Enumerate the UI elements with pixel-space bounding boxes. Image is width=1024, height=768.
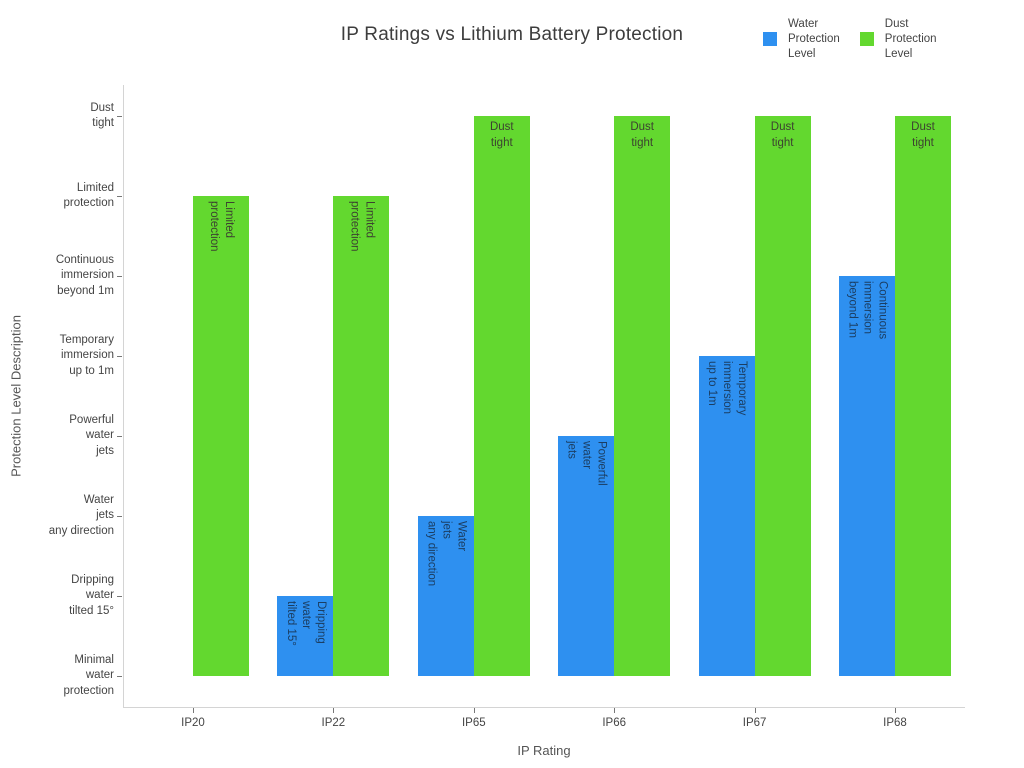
bar-dust-IP22[interactable] (333, 196, 390, 676)
x-tick-label-IP67: IP67 (742, 717, 767, 729)
x-tick-label-IP65: IP65 (461, 717, 486, 729)
y-tick-mark (117, 596, 122, 597)
bar-dust-IP20[interactable] (193, 196, 249, 676)
legend-item-dust-protection-level[interactable]: Dust Protection Level (859, 17, 937, 62)
y-tick-label: Powerful water jets (69, 413, 114, 457)
chart-title: IP Ratings vs Lithium Battery Protection (340, 24, 684, 45)
y-tick-mark (117, 196, 122, 197)
y-tick-mark (117, 116, 122, 117)
x-tick-mark (193, 708, 194, 713)
y-tick-label: Water jets any direction (48, 493, 114, 537)
y-tick-label: Temporary immersion up to 1m (59, 333, 114, 377)
x-tick-mark (473, 708, 475, 713)
legend-item-water-protection-level[interactable]: Water Protection Level (763, 17, 840, 62)
y-tick-mark (117, 516, 122, 517)
x-axis-title: IP Rating (517, 743, 571, 758)
y-axis-line (123, 85, 124, 707)
bar-dust-IP67[interactable] (754, 116, 811, 676)
x-axis-line (123, 707, 965, 708)
x-tick-mark (614, 708, 616, 713)
x-tick-label-IP68: IP68 (883, 717, 907, 729)
y-tick-label: Dripping water tilted 15° (69, 573, 114, 617)
y-tick-mark (117, 356, 122, 357)
legend-label-dust: Dust Protection Level (884, 18, 937, 60)
y-tick-label: Continuous immersion beyond 1m (55, 253, 114, 297)
bar-water-IP66[interactable] (558, 436, 615, 676)
x-tick-mark (333, 708, 335, 713)
y-tick-label: Minimal water protection (63, 653, 114, 697)
water-series-swatch-icon (763, 32, 777, 46)
x-tick-label-IP66: IP66 (602, 717, 627, 729)
bar-water-IP67[interactable] (698, 356, 755, 676)
bar-dust-IP66[interactable] (614, 116, 671, 676)
x-tick-mark (754, 708, 756, 713)
y-tick-mark (117, 436, 122, 437)
x-tick-mark (895, 708, 896, 713)
legend: Water Protection Level Dust Protection L… (763, 17, 937, 62)
bar-water-IP22[interactable] (277, 596, 334, 676)
y-tick-mark (117, 276, 122, 277)
dust-series-swatch-icon (859, 32, 874, 46)
bar-water-IP65[interactable] (417, 516, 474, 676)
bar-dust-IP65[interactable] (473, 116, 530, 676)
x-tick-label-IP22: IP22 (321, 717, 346, 729)
bar-dust-IP68[interactable] (895, 116, 951, 676)
legend-label-water: Water Protection Level (788, 18, 840, 60)
y-tick-label: Limited protection (63, 181, 114, 210)
bar-water-IP68[interactable] (839, 276, 895, 676)
y-tick-mark (117, 676, 122, 677)
y-tick-label: Dust tight (90, 101, 114, 130)
x-tick-label-IP20: IP20 (181, 717, 205, 729)
